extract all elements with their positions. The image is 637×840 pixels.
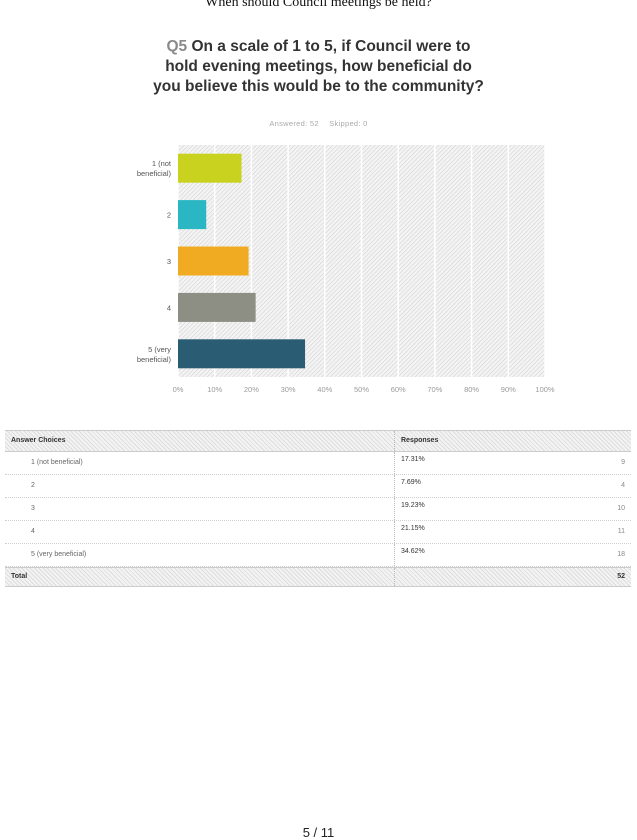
table-row: 3 19.23% 10 — [5, 498, 631, 521]
table-row: 2 7.69% 4 — [5, 475, 631, 498]
bar-5 — [178, 339, 306, 369]
question-title: Q5 On a scale of 1 to 5, if Council were… — [150, 37, 487, 97]
row-count: 4 — [621, 482, 625, 489]
table-row: 5 (very beneficial) 34.62% 18 — [5, 544, 631, 567]
column-divider — [394, 475, 395, 497]
page-indicator: 5 / 11 — [302, 825, 335, 840]
response-table: Answer Choices Responses 1 (not benefici… — [5, 430, 631, 587]
column-divider — [394, 544, 395, 566]
header-responses: Responses — [401, 437, 439, 444]
row-choice: 1 (not beneficial) — [31, 459, 83, 466]
table-total-row: Total 52 — [5, 567, 631, 587]
bar-2 — [178, 200, 207, 230]
x-tick-label: 20% — [244, 385, 259, 394]
row-percent: 17.31% — [401, 456, 425, 463]
y-category-label: 1 (not beneficial) — [137, 159, 172, 178]
y-category-label: 4 — [167, 303, 171, 312]
bar-4 — [178, 292, 256, 322]
skipped-count: Skipped: 0 — [329, 119, 368, 128]
x-tick-label: 30% — [281, 385, 296, 394]
x-tick-label: 60% — [391, 385, 406, 394]
row-choice: 2 — [31, 482, 35, 489]
column-divider — [394, 498, 395, 520]
y-category-label: 2 — [167, 211, 171, 220]
question-text: On a scale of 1 to 5, if Council were to… — [153, 38, 484, 95]
x-tick-label: 70% — [427, 385, 442, 394]
row-count: 10 — [617, 505, 625, 512]
column-divider — [394, 431, 395, 451]
table-row: 4 21.15% 11 — [5, 521, 631, 544]
y-category-label: 5 (very beneficial) — [137, 345, 172, 364]
document-title: When should Council meetings be held? — [205, 0, 432, 10]
table-row: 1 (not beneficial) 17.31% 9 — [5, 452, 631, 475]
x-tick-label: 0% — [173, 385, 184, 394]
column-divider — [394, 568, 395, 586]
y-category-label: 3 — [167, 257, 171, 266]
answered-count: Answered: 52 — [269, 119, 319, 128]
bar-1 — [178, 153, 242, 183]
bar-3 — [178, 246, 249, 276]
bar-chart: 1 (not beneficial) 2 3 4 5 (very beneficial) 0… — [137, 145, 555, 394]
response-stats: Answered: 52 Skipped: 0 — [0, 119, 637, 128]
row-count: 9 — [621, 459, 625, 466]
column-divider — [394, 452, 395, 474]
total-label: Total — [11, 573, 28, 580]
row-count: 18 — [617, 551, 625, 558]
row-percent: 7.69% — [401, 479, 421, 486]
row-choice: 4 — [31, 528, 35, 535]
row-choice: 5 (very beneficial) — [31, 551, 87, 558]
header-answer-choices: Answer Choices — [11, 437, 66, 444]
question-number: Q5 — [166, 38, 188, 55]
row-percent: 21.15% — [401, 525, 425, 532]
x-tick-label: 80% — [464, 385, 479, 394]
row-percent: 34.62% — [401, 548, 425, 555]
x-tick-label: 90% — [501, 385, 516, 394]
x-tick-label: 100% — [535, 385, 555, 394]
x-tick-label: 50% — [354, 385, 369, 394]
column-divider — [394, 521, 395, 543]
row-count: 11 — [617, 528, 625, 535]
total-count: 52 — [617, 573, 625, 580]
row-percent: 19.23% — [401, 502, 425, 509]
row-choice: 3 — [31, 505, 35, 512]
x-tick-label: 40% — [317, 385, 332, 394]
table-header: Answer Choices Responses — [5, 430, 631, 452]
x-tick-label: 10% — [207, 385, 222, 394]
